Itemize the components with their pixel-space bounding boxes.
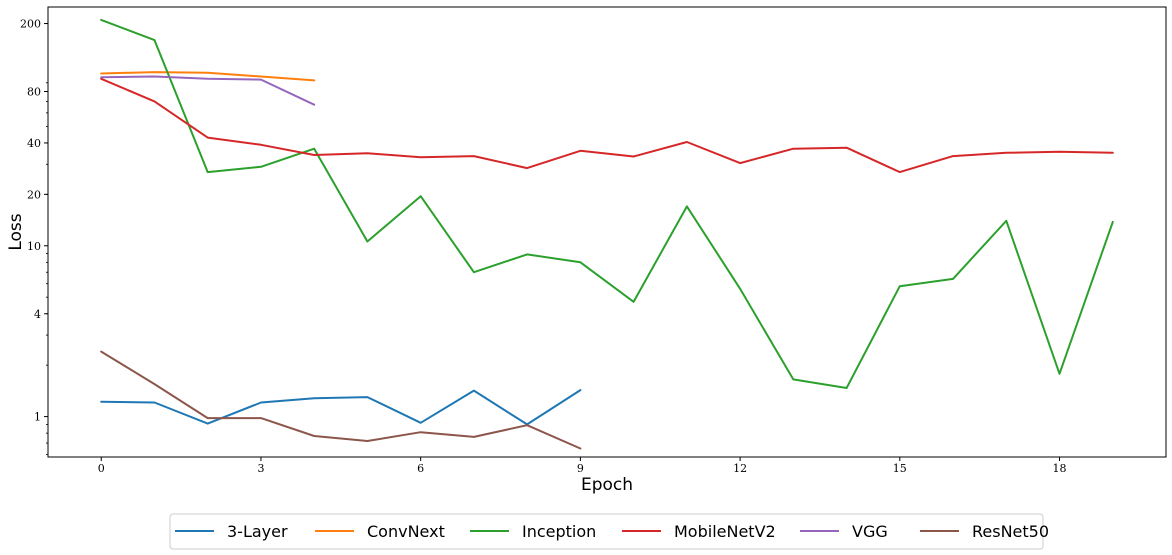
series-line-resnet50 <box>100 350 582 450</box>
y-tick-label: 200 <box>20 18 41 31</box>
x-tick-label: 6 <box>417 462 424 475</box>
y-tick-label: 80 <box>27 86 41 99</box>
series-line-mobilenetv2 <box>100 77 1114 174</box>
x-axis-ticks: 0 3 6 9 12 15 18 <box>98 457 1067 475</box>
legend-label: ResNet50 <box>972 522 1049 541</box>
y-tick-label: 10 <box>27 240 41 253</box>
series-line-convnext <box>100 71 316 82</box>
plot-frame <box>47 6 1167 458</box>
y-tick-label: 20 <box>27 188 41 201</box>
legend-label: ConvNext <box>367 522 445 541</box>
series-line-vgg <box>100 75 316 106</box>
x-tick-label: 15 <box>893 462 907 475</box>
y-tick-label: 1 <box>34 411 41 424</box>
legend-label: VGG <box>852 522 888 541</box>
x-tick-label: 0 <box>98 462 105 475</box>
x-tick-label: 3 <box>257 462 264 475</box>
y-axis-title: Loss <box>6 213 26 250</box>
legend-label: MobileNetV2 <box>674 522 776 541</box>
x-tick-label: 18 <box>1053 462 1067 475</box>
x-axis-title: Epoch <box>581 475 633 495</box>
x-tick-label: 12 <box>733 462 747 475</box>
legend-label: 3-Layer <box>227 522 288 541</box>
y-axis-ticks: 1 4 10 20 40 80 200 <box>20 18 48 455</box>
legend: 3-Layer ConvNext Inception MobileNetV2 VGG Re… <box>169 513 1049 550</box>
x-tick-label: 9 <box>577 462 584 475</box>
series-line-inception <box>100 18 1114 389</box>
legend-items: 3-Layer ConvNext Inception MobileNetV2 VGG Re… <box>175 522 1049 541</box>
y-tick-label: 4 <box>34 308 41 321</box>
legend-label: Inception <box>522 522 596 541</box>
series-line-3-layer <box>100 389 582 426</box>
y-tick-label: 40 <box>27 137 41 150</box>
legend-frame <box>169 513 1044 550</box>
series-layer <box>100 18 1114 450</box>
